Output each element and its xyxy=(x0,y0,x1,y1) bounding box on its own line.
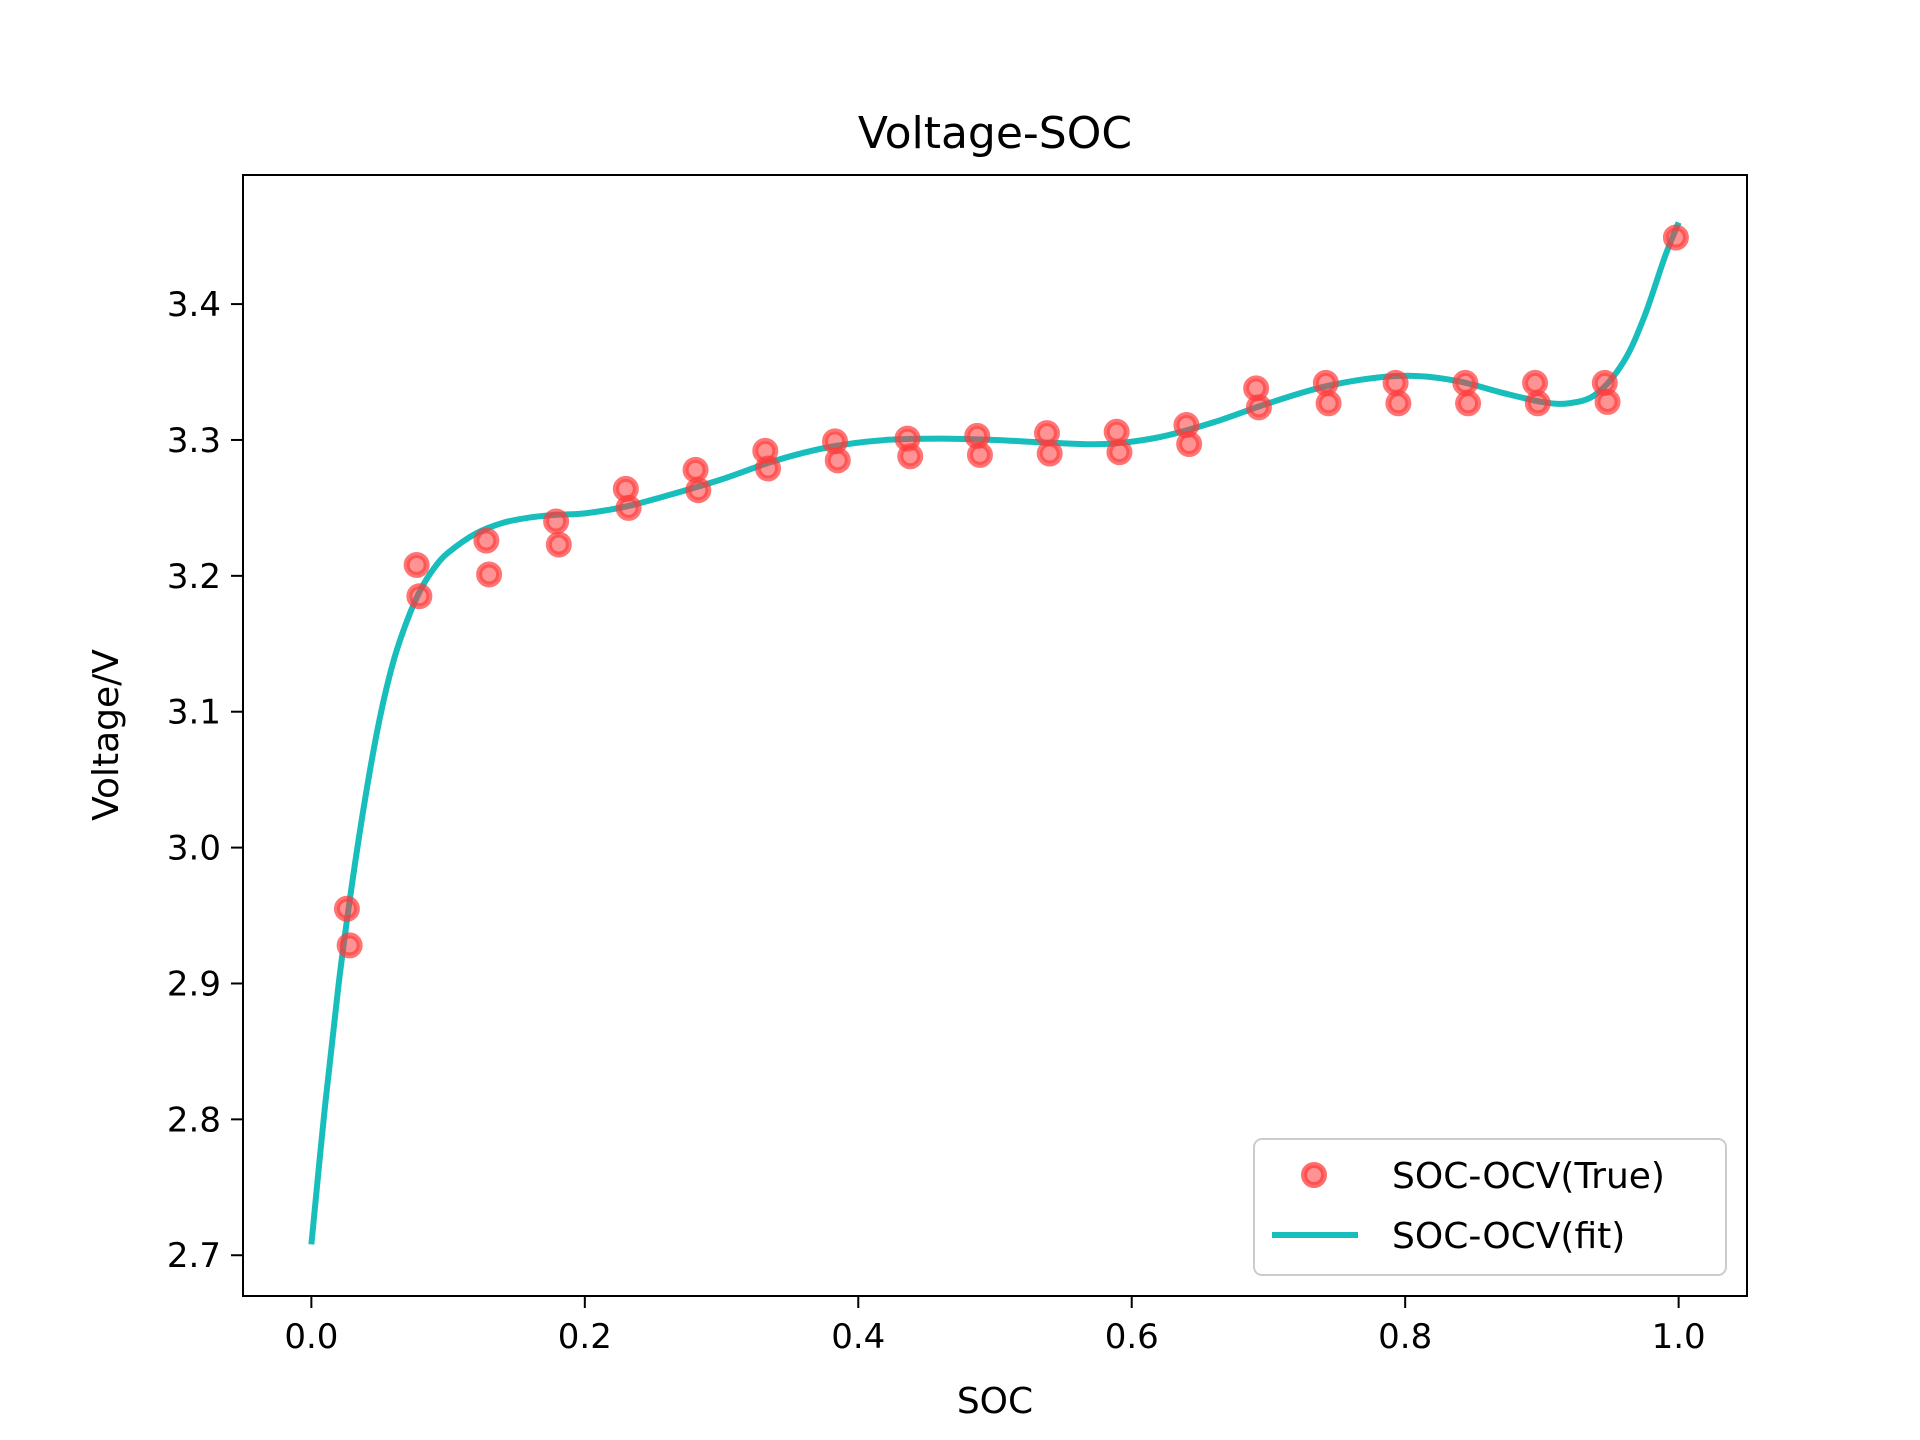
scatter-point xyxy=(1103,418,1130,445)
x-axis-ticks: 0.0 0.2 0.4 0.6 0.8 1.0 xyxy=(284,1296,1706,1357)
legend-box xyxy=(1253,1138,1727,1276)
fit-line xyxy=(308,221,1682,1245)
scatter-point xyxy=(615,494,642,521)
scatter-point xyxy=(1312,369,1339,396)
scatter-point xyxy=(685,477,712,504)
y-tick-label: 2.7 xyxy=(167,1236,221,1276)
chart-title: Voltage-SOC xyxy=(858,108,1132,159)
scatter-point xyxy=(1594,388,1621,415)
scatter-point xyxy=(333,895,360,922)
scatter-point xyxy=(1452,369,1479,396)
scatter-point xyxy=(545,531,572,558)
y-tick-label: 2.9 xyxy=(167,964,221,1004)
y-tick-label: 3.1 xyxy=(167,693,221,733)
scatter-point xyxy=(1176,431,1203,458)
legend: SOC-OCV(True) SOC-OCV(fit) xyxy=(1253,1138,1727,1276)
x-tick-label: 0.6 xyxy=(1105,1317,1159,1357)
y-tick-label: 3.2 xyxy=(167,557,221,597)
scatter-point xyxy=(897,443,924,470)
axes-frame xyxy=(242,174,1748,1297)
scatter-point xyxy=(755,455,782,482)
scatter-point xyxy=(1106,439,1133,466)
scatter-point xyxy=(403,551,430,578)
plot-area xyxy=(308,221,1689,1245)
x-tick-label: 0.0 xyxy=(284,1317,338,1357)
y-tick-label: 3.3 xyxy=(167,421,221,461)
legend-label-fit: SOC-OCV(fit) xyxy=(1392,1216,1625,1257)
y-axis-ticks: 2.7 2.8 2.9 3.0 3.1 3.2 3.3 3.4 xyxy=(167,285,243,1276)
fit-line-layer xyxy=(308,221,1682,1245)
scatter-point xyxy=(682,456,709,483)
scatter-point xyxy=(1385,390,1412,417)
scatter-points-layer xyxy=(333,224,1689,959)
y-tick-label: 2.8 xyxy=(167,1100,221,1140)
scatter-point xyxy=(543,508,570,535)
scatter-point xyxy=(476,561,503,588)
y-axis-label: Voltage/V xyxy=(86,649,127,821)
legend-label-true: SOC-OCV(True) xyxy=(1392,1156,1665,1197)
scatter-point xyxy=(1524,390,1551,417)
scatter-point xyxy=(1036,440,1063,467)
x-tick-label: 0.8 xyxy=(1378,1317,1432,1357)
scatter-point xyxy=(1033,420,1060,447)
scatter-point xyxy=(1455,390,1482,417)
scatter-point xyxy=(336,932,363,959)
x-tick-label: 0.2 xyxy=(558,1317,612,1357)
legend-marker-true xyxy=(1301,1162,1327,1188)
scatter-point xyxy=(1245,394,1272,421)
scatter-point xyxy=(966,441,993,468)
x-tick-label: 0.4 xyxy=(831,1317,885,1357)
y-tick-label: 3.0 xyxy=(167,829,221,869)
scatter-point xyxy=(824,447,851,474)
x-tick-label: 1.0 xyxy=(1652,1317,1706,1357)
scatter-point xyxy=(1662,224,1689,251)
scatter-point xyxy=(1382,369,1409,396)
scatter-point xyxy=(473,527,500,554)
scatter-point xyxy=(1522,369,1549,396)
scatter-point xyxy=(406,583,433,610)
scatter-point xyxy=(1315,390,1342,417)
y-tick-label: 3.4 xyxy=(167,285,221,325)
x-axis-label: SOC xyxy=(957,1381,1033,1422)
